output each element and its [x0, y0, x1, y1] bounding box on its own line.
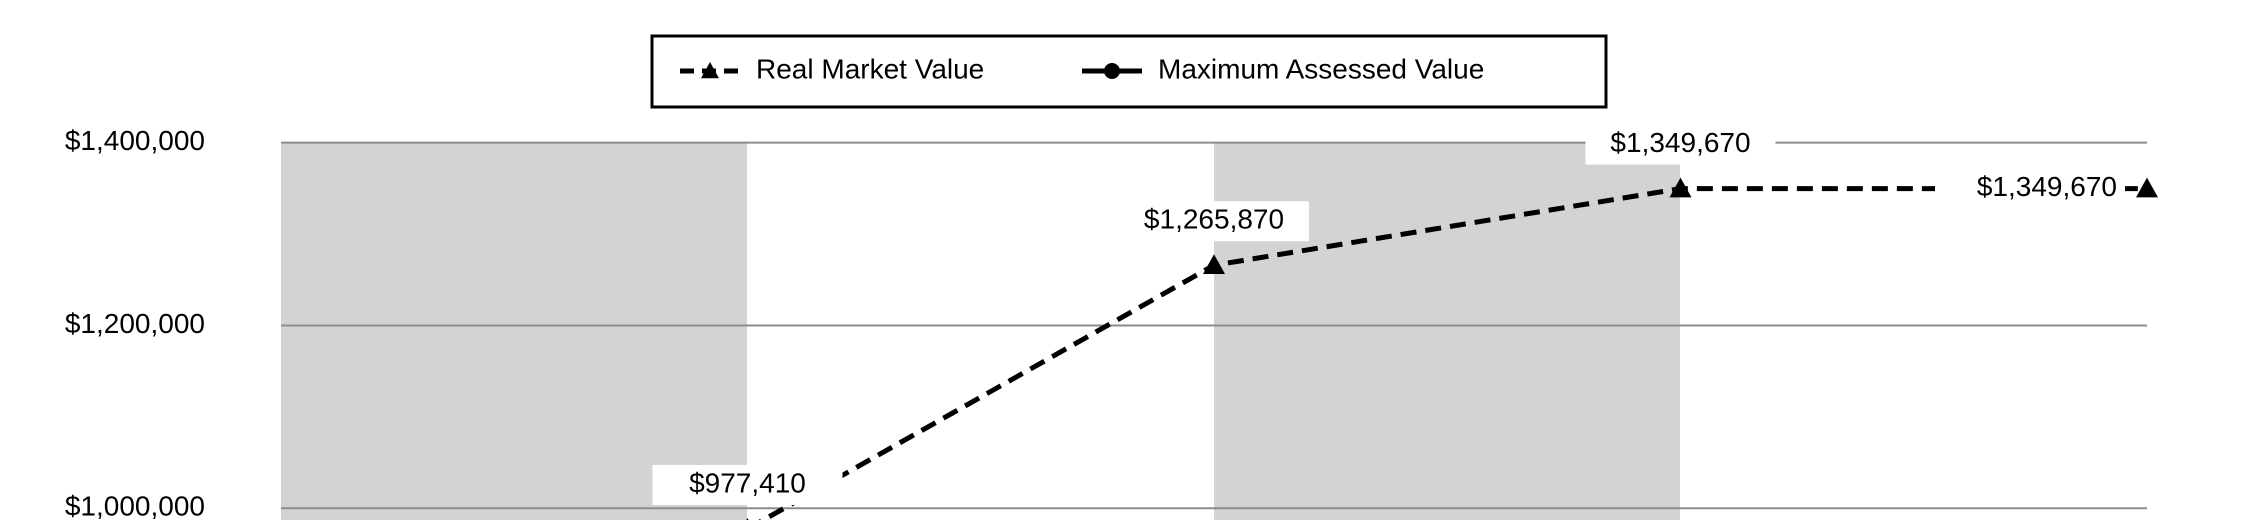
marker	[1669, 177, 1692, 198]
y-tick-label: $1,000,000	[65, 491, 205, 520]
data-label-bg	[1119, 201, 1309, 242]
y-tick-label: $1,400,000	[65, 125, 205, 156]
data-label-bg	[1585, 124, 1776, 165]
data-label: $977,410	[689, 467, 806, 498]
legend-marker	[1104, 63, 1120, 79]
data-label: $1,349,670	[1610, 127, 1750, 158]
data-label-bg	[1935, 168, 2125, 209]
marker	[746, 517, 749, 520]
data-label: $1,349,670	[1977, 171, 2117, 202]
y-tick-label: $1,200,000	[65, 308, 205, 339]
legend-label: Real Market Value	[756, 53, 984, 84]
band	[281, 142, 747, 520]
marker	[2136, 177, 2158, 198]
data-label: $1,265,870	[1144, 204, 1284, 235]
legend-marker	[701, 62, 719, 79]
legend-label: Maximum Assessed Value	[1158, 53, 1484, 84]
data-label-bg	[652, 464, 843, 505]
marker	[1203, 254, 1225, 275]
background-bands	[281, 142, 1680, 520]
